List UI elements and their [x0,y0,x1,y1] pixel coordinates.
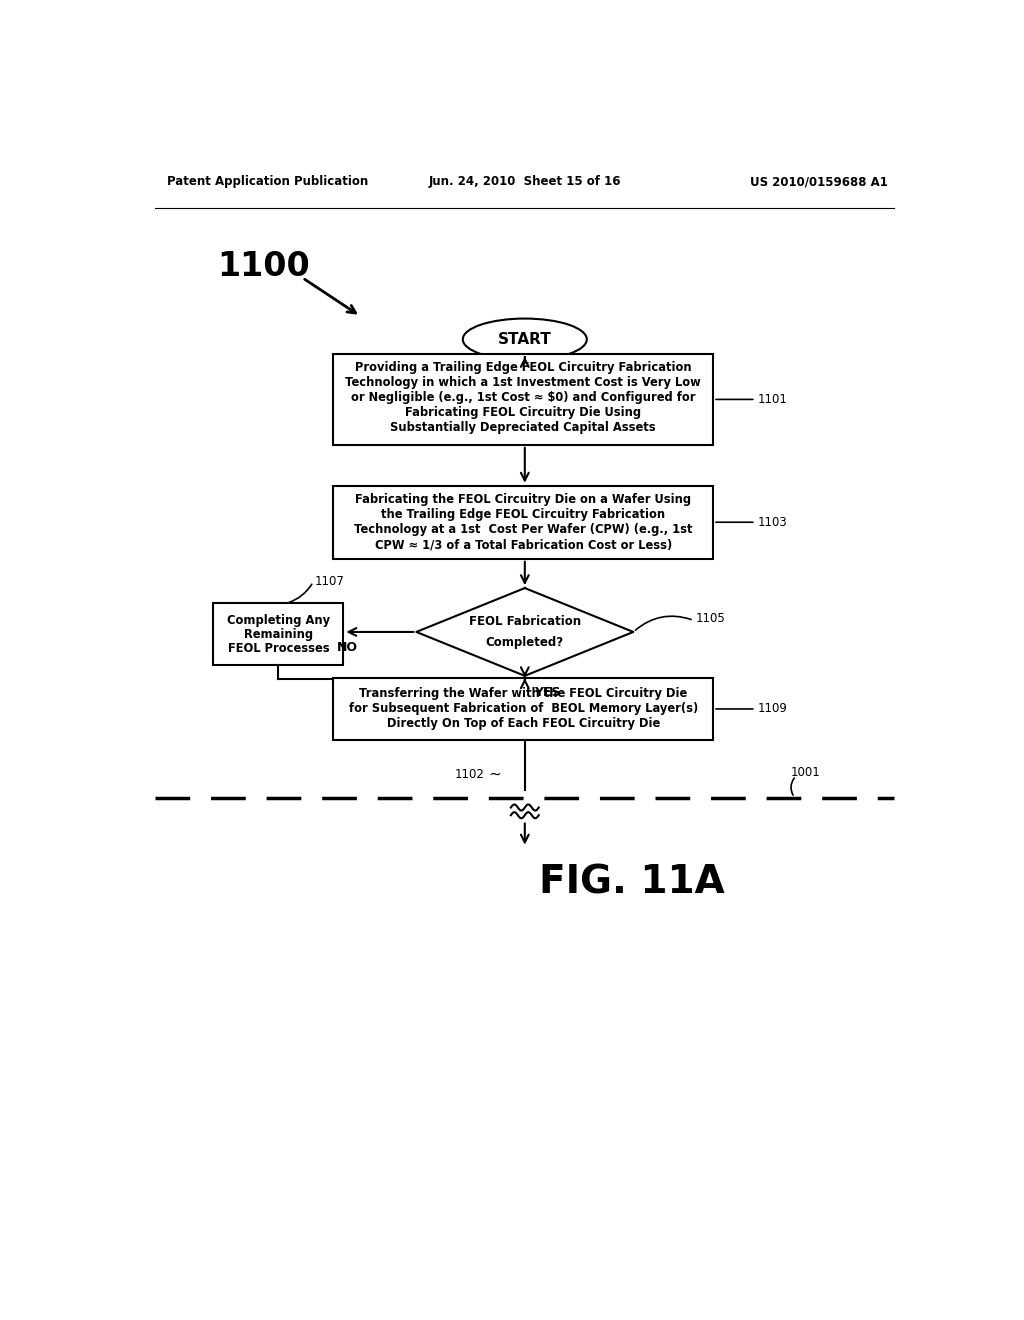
Text: 1001: 1001 [791,767,820,779]
FancyBboxPatch shape [334,678,713,739]
Text: CPW ≈ 1/3 of a Total Fabrication Cost or Less): CPW ≈ 1/3 of a Total Fabrication Cost or… [375,539,672,550]
Text: the Trailing Edge FEOL Circuitry Fabrication: the Trailing Edge FEOL Circuitry Fabrica… [381,508,666,521]
Text: Directly On Top of Each FEOL Circuitry Die: Directly On Top of Each FEOL Circuitry D… [387,717,659,730]
Text: Technology in which a 1st Investment Cost is Very Low: Technology in which a 1st Investment Cos… [345,376,701,389]
Text: Substantially Depreciated Capital Assets: Substantially Depreciated Capital Assets [390,421,656,434]
Polygon shape [417,589,633,676]
Text: Completing Any: Completing Any [226,614,330,627]
Text: START: START [498,331,552,347]
Text: Fabricating FEOL Circuitry Die Using: Fabricating FEOL Circuitry Die Using [406,407,641,420]
FancyBboxPatch shape [213,603,343,665]
Text: 1101: 1101 [758,393,787,407]
Text: Providing a Trailing Edge FEOL Circuitry Fabrication: Providing a Trailing Edge FEOL Circuitry… [355,362,691,375]
Text: ~: ~ [488,767,501,781]
Text: Remaining: Remaining [244,628,313,640]
Text: or Negligible (e.g., 1st Cost ≈ $0) and Configured for: or Negligible (e.g., 1st Cost ≈ $0) and … [351,391,695,404]
Ellipse shape [463,318,587,360]
Text: 1102: 1102 [455,768,484,781]
Text: 1100: 1100 [217,249,310,282]
Text: 1103: 1103 [758,516,787,529]
Text: Fabricating the FEOL Circuitry Die on a Wafer Using: Fabricating the FEOL Circuitry Die on a … [355,492,691,506]
Text: YES: YES [535,686,560,700]
Text: 1105: 1105 [695,612,725,626]
FancyBboxPatch shape [334,354,713,445]
Text: Patent Application Publication: Patent Application Publication [167,176,368,189]
Text: 1107: 1107 [314,574,345,587]
Text: Technology at a 1st  Cost Per Wafer (CPW) (e.g., 1st: Technology at a 1st Cost Per Wafer (CPW)… [354,523,692,536]
Text: Completed?: Completed? [485,636,564,649]
Text: Transferring the Wafer with the FEOL Circuitry Die: Transferring the Wafer with the FEOL Cir… [359,686,687,700]
Text: for Subsequent Fabrication of  BEOL Memory Layer(s): for Subsequent Fabrication of BEOL Memor… [348,702,698,715]
FancyBboxPatch shape [334,486,713,558]
Text: FEOL Processes: FEOL Processes [227,642,329,655]
Text: FEOL Fabrication: FEOL Fabrication [469,615,581,628]
Text: 1109: 1109 [758,702,787,715]
Text: FIG. 11A: FIG. 11A [539,863,725,902]
Text: US 2010/0159688 A1: US 2010/0159688 A1 [750,176,888,189]
Text: Jun. 24, 2010  Sheet 15 of 16: Jun. 24, 2010 Sheet 15 of 16 [429,176,621,189]
Text: NO: NO [337,640,357,653]
